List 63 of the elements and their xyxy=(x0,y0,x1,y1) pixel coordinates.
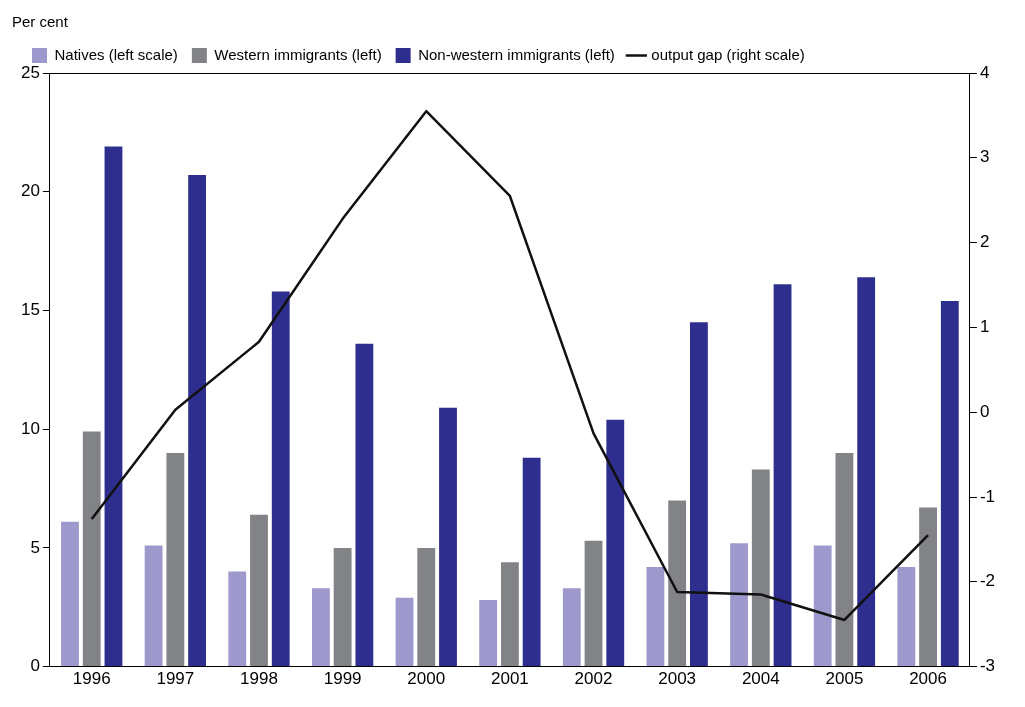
bar xyxy=(522,457,541,667)
y2-tick-label: -3 xyxy=(979,656,996,676)
bar xyxy=(751,469,770,667)
x-tick-label: 2004 xyxy=(741,669,780,689)
y-tick-label: 0 xyxy=(30,656,40,676)
legend-label: output gap (right scale) xyxy=(651,45,805,63)
y2-tick-label: -1 xyxy=(979,486,996,506)
legend-label: Western immigrants (left) xyxy=(214,45,382,63)
x-tick-label: 1997 xyxy=(156,669,195,689)
y-axis-title: Per cent xyxy=(12,12,69,30)
y-tick-label: 20 xyxy=(20,181,40,201)
bar xyxy=(773,284,792,667)
legend-label: Natives (left scale) xyxy=(54,45,178,63)
bar xyxy=(897,566,916,667)
y2-tick-label: 4 xyxy=(979,62,990,82)
bar xyxy=(395,597,414,667)
bar xyxy=(919,507,937,667)
bar xyxy=(333,547,352,667)
bar xyxy=(228,571,247,667)
y-tick-label: 10 xyxy=(20,418,40,438)
bar xyxy=(606,419,625,667)
bar xyxy=(562,588,581,667)
bar xyxy=(61,521,79,667)
bar xyxy=(82,431,101,667)
bar xyxy=(104,146,123,667)
bar xyxy=(479,600,498,667)
bar xyxy=(144,545,163,667)
bar xyxy=(271,291,290,667)
x-tick-label: 2003 xyxy=(658,669,697,689)
y2-tick-label: 0 xyxy=(979,401,990,421)
bar xyxy=(311,588,330,667)
legend-label: Non-western immigrants (left) xyxy=(418,45,615,63)
bar xyxy=(689,322,708,667)
bar xyxy=(940,300,959,667)
x-tick-label: 2002 xyxy=(574,669,613,689)
bar xyxy=(439,407,457,667)
x-tick-label: 1999 xyxy=(323,669,362,689)
bar xyxy=(646,566,665,667)
y2-tick-label: 1 xyxy=(979,317,990,337)
bar xyxy=(355,343,374,667)
x-tick-label: 2001 xyxy=(490,669,529,689)
y-tick-label: 15 xyxy=(20,300,40,320)
bar xyxy=(857,277,876,667)
bar xyxy=(813,545,832,667)
bar xyxy=(730,543,748,667)
bar xyxy=(584,540,603,667)
y2-tick-label: 2 xyxy=(979,232,990,252)
x-tick-label: 2006 xyxy=(909,669,947,689)
y-tick-label: 5 xyxy=(30,537,40,557)
y2-tick-label: 3 xyxy=(979,147,990,167)
bar xyxy=(417,547,436,667)
x-tick-label: 2000 xyxy=(407,669,446,689)
y-tick-label: 25 xyxy=(20,62,40,82)
bar xyxy=(188,175,207,667)
bar xyxy=(668,500,687,667)
x-tick-label: 1998 xyxy=(240,669,278,689)
bar xyxy=(250,514,268,667)
bar xyxy=(835,452,854,667)
y2-tick-label: -2 xyxy=(979,571,996,591)
x-tick-label: 2005 xyxy=(825,669,864,689)
bar xyxy=(166,452,185,667)
bar xyxy=(500,562,519,667)
x-tick-label: 1996 xyxy=(72,669,111,689)
